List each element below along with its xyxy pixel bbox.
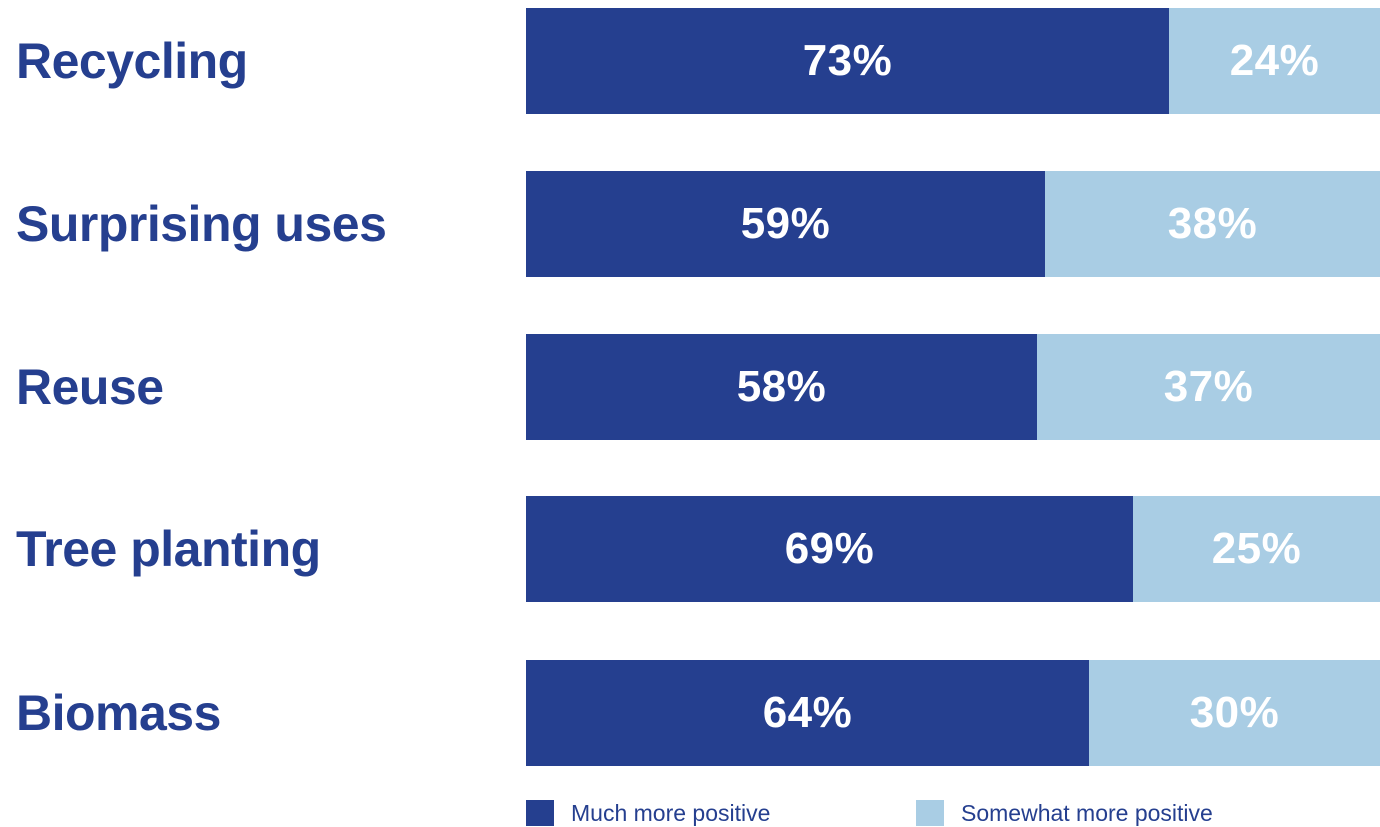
- bar-row: 64% 30%: [526, 660, 1380, 766]
- bar-segment-somewhat-more-positive: 25%: [1133, 496, 1380, 602]
- bar-segment-much-more-positive: 58%: [526, 334, 1037, 440]
- bar-segment-somewhat-more-positive: 24%: [1169, 8, 1380, 114]
- category-label: Reuse: [16, 359, 164, 415]
- bar-segment-somewhat-more-positive: 37%: [1037, 334, 1380, 440]
- data-label: 73%: [802, 36, 893, 85]
- data-label: 24%: [1229, 36, 1320, 85]
- bar-segment-much-more-positive: 73%: [526, 8, 1169, 114]
- legend: Much more positive Somewhat more positive: [526, 799, 1380, 827]
- bar-segment-somewhat-more-positive: 38%: [1045, 171, 1380, 277]
- bar-row: 73% 24%: [526, 8, 1380, 114]
- legend-swatch: [916, 800, 944, 826]
- bar-segment-somewhat-more-positive: 30%: [1089, 660, 1380, 766]
- bar-row: 69% 25%: [526, 496, 1380, 602]
- bar-row: 58% 37%: [526, 334, 1380, 440]
- legend-label: Much more positive: [571, 800, 771, 826]
- data-label: 69%: [784, 524, 875, 573]
- bar-segment-much-more-positive: 69%: [526, 496, 1133, 602]
- data-label: 59%: [740, 199, 831, 248]
- category-label: Surprising uses: [16, 196, 387, 252]
- bar-segment-much-more-positive: 64%: [526, 660, 1089, 766]
- category-label: Tree planting: [16, 521, 321, 577]
- category-label: Biomass: [16, 685, 221, 741]
- data-label: 37%: [1163, 362, 1254, 411]
- data-label: 64%: [762, 688, 853, 737]
- data-label: 58%: [736, 362, 827, 411]
- bar-segment-much-more-positive: 59%: [526, 171, 1045, 277]
- legend-label: Somewhat more positive: [961, 800, 1213, 826]
- data-label: 30%: [1189, 688, 1280, 737]
- data-label: 38%: [1167, 199, 1258, 248]
- bar-row: 59% 38%: [526, 171, 1380, 277]
- data-label: 25%: [1211, 524, 1302, 573]
- legend-swatch: [526, 800, 554, 826]
- category-label: Recycling: [16, 33, 248, 89]
